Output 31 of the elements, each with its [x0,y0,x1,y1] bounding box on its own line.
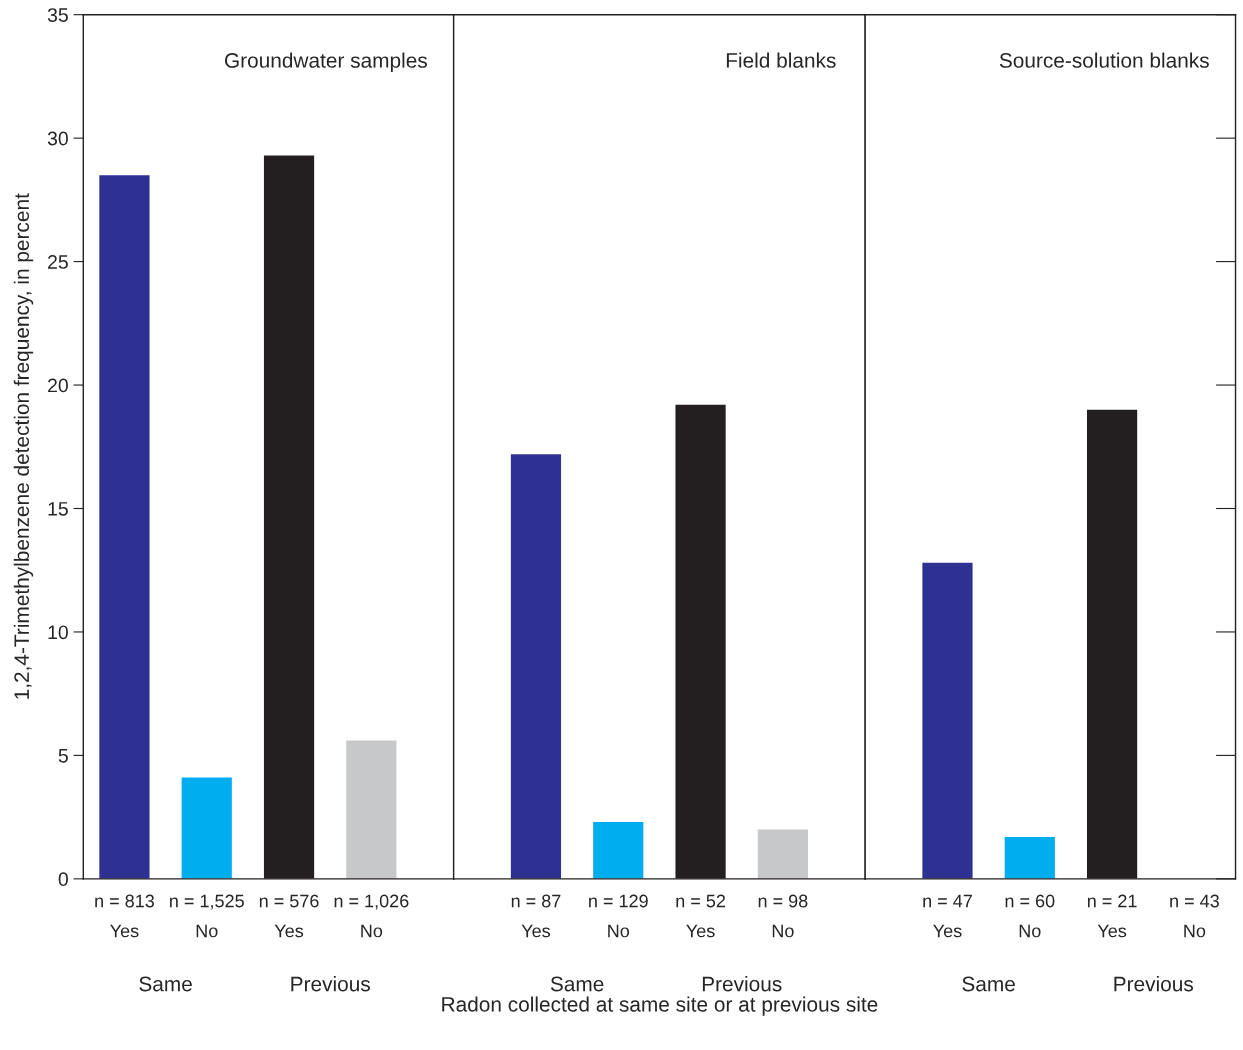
x-tick-label: n = 576 Yes [259,894,319,938]
x-tick-label: n = 813 Yes [95,894,155,938]
text: Same [962,976,1015,992]
y-tick-label: 0 [58,872,68,887]
text: Previous [702,976,782,992]
y-tick-label: 25 [48,255,68,269]
x-tick-label: n = 60 No [1005,894,1055,938]
text: Field blanks [726,52,836,68]
text: Groundwater samples [224,52,427,72]
text: Same [550,976,604,992]
x-tick-label: n = 98 No [758,894,808,938]
text: Same [139,976,192,992]
y-tick-label: 30 [47,131,68,146]
x-tick-label: n = 87 Yes [511,894,561,938]
x-tick-label: n = 1,525 No [170,894,244,938]
y-tick-label: 5 [58,749,68,763]
x-tick-label: n = 43 No [1170,894,1219,938]
text: Source-solution blanks [999,52,1209,68]
y-tick-label: 20 [48,378,68,393]
x-tick-label: n = 47 Yes [923,894,972,938]
x-tick-label: n = 21 Yes [1087,894,1137,938]
y-tick-label: 35 [47,8,68,22]
x-tick-label: n = 129 No [589,894,648,938]
y-axis-title: 1,2,4-Trimethylbenzene detection frequency, in percent [13,193,34,699]
x-tick-label: n = 1,026 No [334,894,409,938]
text: Previous [1114,976,1194,992]
x-tick-label: n = 52 Yes [676,894,726,938]
text: Previous [291,976,370,992]
y-tick-label: 15 [48,502,68,516]
x-axis-title: Radon collected at same site or at previous site [442,996,878,1016]
y-tick-label: 10 [48,625,68,640]
